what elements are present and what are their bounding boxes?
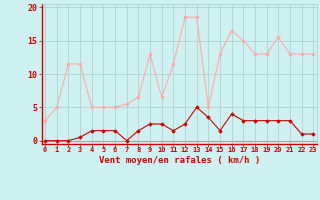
X-axis label: Vent moyen/en rafales ( km/h ): Vent moyen/en rafales ( km/h ) [99,156,260,165]
